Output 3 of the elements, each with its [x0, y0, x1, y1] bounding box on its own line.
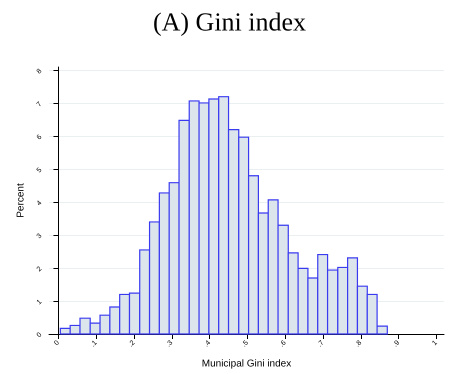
- chart-title: (A) Gini index: [152, 8, 306, 36]
- y-axis-title: Percent: [15, 183, 26, 218]
- x-axis-title: Municipal Gini index: [202, 358, 292, 370]
